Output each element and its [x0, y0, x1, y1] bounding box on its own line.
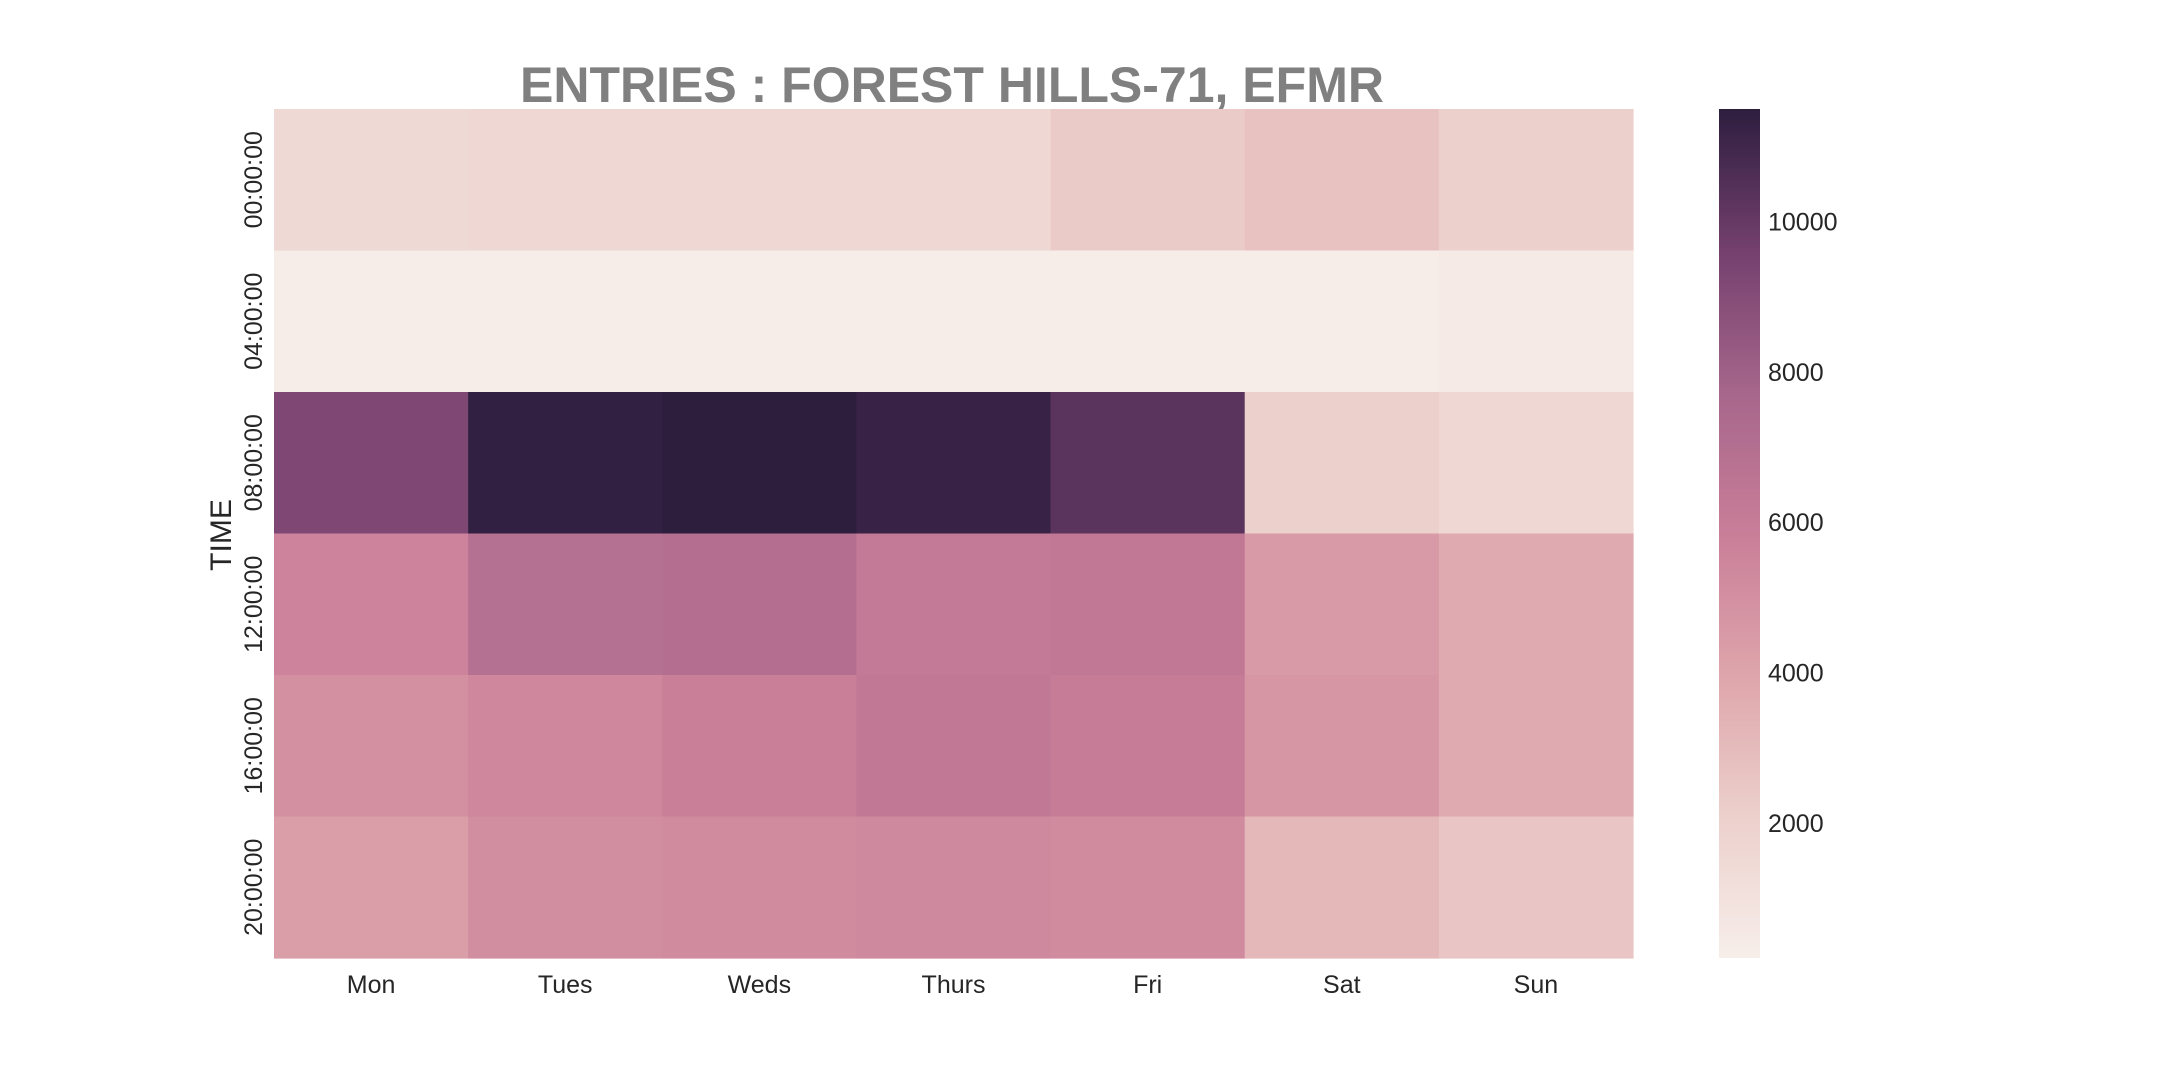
heatmap-cell [468, 816, 663, 959]
heatmap-cell [662, 250, 858, 393]
heatmap-cell [1050, 392, 1246, 535]
heatmap-cell [468, 392, 663, 535]
heatmap-cell [1438, 250, 1634, 393]
heatmap-cell [1244, 250, 1440, 393]
colorbar-tick-labels: 2000 4000 6000 8000 10000 [1768, 209, 1838, 838]
heatmap-cell [1438, 675, 1634, 818]
heatmap-cell [1438, 816, 1634, 959]
colorbar-tick-label: 6000 [1768, 509, 1824, 537]
heatmap-cell [1438, 392, 1634, 535]
y-tick-labels: 00:00:00 04:00:00 08:00:00 12:00:00 16:00:00… [240, 131, 268, 936]
x-tick-label: Sun [1514, 971, 1558, 999]
heatmap-cell [662, 816, 858, 959]
heatmap-cell [856, 109, 1052, 252]
heatmap-cell [274, 816, 469, 959]
y-tick-label: 00:00:00 [240, 131, 268, 228]
y-tick-label: 20:00:00 [240, 839, 268, 936]
x-tick-label: Weds [728, 971, 791, 999]
heatmap-cell [662, 533, 858, 676]
colorbar [1719, 109, 1760, 958]
y-axis-label: TIME [205, 499, 238, 571]
heatmap-cell [1438, 533, 1634, 676]
heatmap-cell [1244, 533, 1440, 676]
heatmap-cell [274, 675, 469, 818]
colorbar-tick-label: 8000 [1768, 359, 1824, 387]
heatmap-cell [1050, 533, 1246, 676]
heatmap-cell [1244, 109, 1440, 252]
heatmap-cell [1050, 675, 1246, 818]
x-tick-label: Thurs [922, 971, 986, 999]
y-tick-label: 16:00:00 [240, 697, 268, 794]
heatmap-cell [274, 533, 469, 676]
heatmap-cell [662, 109, 858, 252]
x-tick-label: Fri [1133, 971, 1162, 999]
heatmap-cells [274, 109, 1634, 959]
heatmap-cell [1050, 816, 1246, 959]
heatmap-cell [468, 533, 663, 676]
heatmap-cell [662, 675, 858, 818]
y-tick-label: 04:00:00 [240, 273, 268, 370]
heatmap-cell [1050, 250, 1246, 393]
colorbar-tick-label: 2000 [1768, 810, 1824, 838]
heatmap-cell [468, 250, 663, 393]
heatmap-cell [856, 392, 1052, 535]
x-tick-label: Mon [347, 971, 396, 999]
x-tick-labels: Mon Tues Weds Thurs Fri Sat Sun [347, 971, 1558, 999]
heatmap-cell [662, 392, 858, 535]
heatmap-cell [856, 675, 1052, 818]
chart-title: ENTRIES : FOREST HILLS-71, EFMR [520, 57, 1384, 113]
colorbar-tick-label: 10000 [1768, 209, 1838, 237]
heatmap-cell [274, 250, 469, 393]
heatmap-cell [856, 816, 1052, 959]
heatmap-cell [1244, 816, 1440, 959]
y-tick-label: 08:00:00 [240, 414, 268, 511]
x-tick-label: Tues [538, 971, 593, 999]
x-tick-label: Sat [1323, 971, 1361, 999]
heatmap-cell [856, 533, 1052, 676]
heatmap-cell [1244, 392, 1440, 535]
heatmap-cell [1438, 109, 1634, 252]
heatmap-cell [468, 109, 663, 252]
heatmap-cell [1244, 675, 1440, 818]
heatmap-cell [274, 109, 469, 252]
heatmap-cell [468, 675, 663, 818]
y-tick-label: 12:00:00 [240, 556, 268, 653]
colorbar-tick-label: 4000 [1768, 659, 1824, 687]
heatmap-cell [274, 392, 469, 535]
heatmap-cell [856, 250, 1052, 393]
heatmap-cell [1050, 109, 1246, 252]
